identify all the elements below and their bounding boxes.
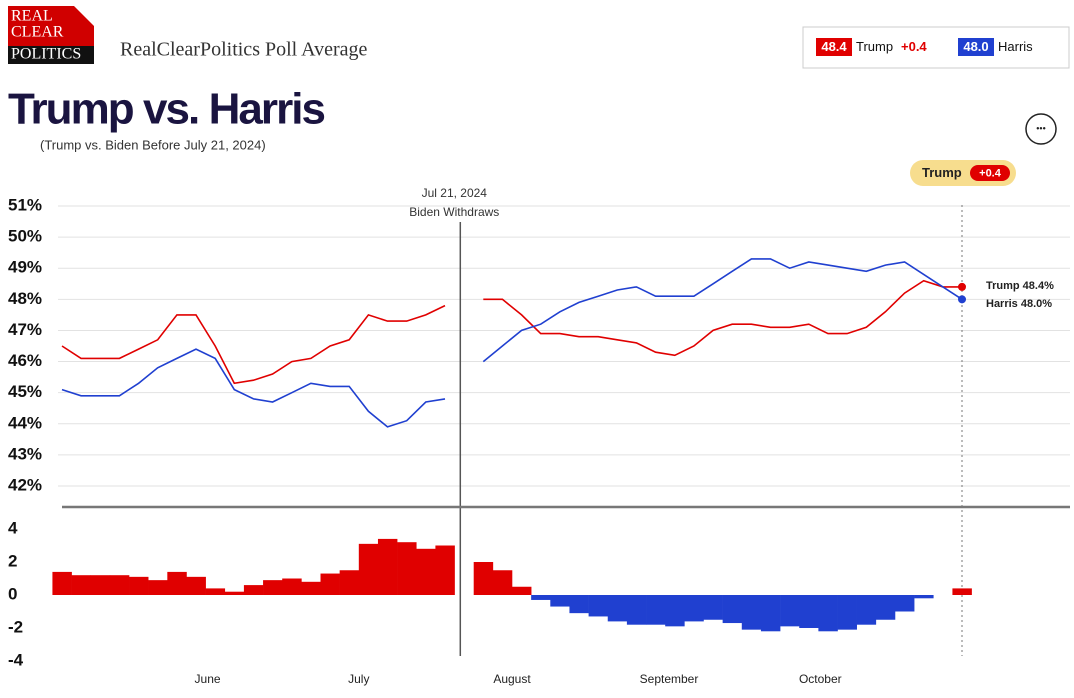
spread-bar [377, 538, 398, 595]
x-tick-label: July [348, 672, 369, 686]
spread-bar [722, 595, 743, 624]
summary-change: +0.4 [901, 39, 927, 54]
y-tick-label: 0 [8, 584, 17, 603]
spread-bar [760, 595, 781, 632]
spread-bar [148, 580, 168, 595]
summary-value: 48.4 [821, 39, 847, 54]
spread-bar [588, 595, 609, 617]
logo-band [8, 46, 94, 64]
site-title: RealClearPolitics Poll Average [120, 39, 367, 61]
summary-name: Harris [998, 39, 1033, 54]
spread-bar [684, 595, 704, 622]
spread-bar [741, 595, 762, 630]
spread-bar [416, 548, 436, 595]
spread-bar [358, 543, 379, 595]
spread-bar [301, 581, 321, 595]
subtitle: (Trump vs. Biden Before July 21, 2024) [40, 137, 266, 152]
spread-bar [167, 571, 187, 595]
y-tick-label: 4 [8, 518, 18, 537]
spread-bar [550, 595, 570, 607]
summary-badge [816, 38, 852, 56]
end-dot [958, 295, 966, 304]
spread-bar [224, 591, 245, 595]
spread-bar [856, 595, 877, 625]
spread-bar [129, 576, 149, 595]
spread-bar [780, 595, 800, 627]
spread-bar [626, 595, 647, 625]
x-tick-label: August [493, 672, 531, 686]
y-tick-label: 42% [8, 475, 42, 494]
spread-bar [90, 575, 111, 595]
summary-name: Trump [856, 39, 893, 54]
y-tick-label: 50% [8, 227, 42, 246]
spread-bar [837, 595, 857, 630]
spread-bar [646, 595, 666, 625]
spread-bar [52, 571, 72, 595]
spread-bar [512, 586, 532, 595]
menu-button[interactable] [1025, 113, 1057, 145]
spread-bar [665, 595, 685, 627]
y-tick-label: -4 [8, 650, 24, 669]
series-line [61, 258, 963, 428]
spread-bar [397, 542, 417, 595]
y-tick-label: 48% [8, 289, 42, 308]
menu-icon[interactable]: ••• [1036, 123, 1045, 133]
end-label: Trump 48.4% [986, 280, 1054, 292]
spread-bar [109, 575, 130, 595]
title: Trump vs. Harris [8, 85, 326, 134]
logo-text: CLEAR [11, 24, 64, 41]
spread-bar [473, 562, 494, 595]
spread-bar [320, 573, 340, 595]
y-tick-label: 46% [8, 351, 42, 370]
spread-bar [339, 570, 360, 595]
spread-bar [952, 588, 972, 595]
x-tick-label: September [640, 672, 699, 686]
y-tick-label: 43% [8, 444, 42, 463]
y-tick-label: 45% [8, 382, 42, 401]
logo-text: REAL [11, 8, 53, 25]
y-tick-label: 2 [8, 551, 17, 570]
series-line [61, 279, 962, 385]
x-tick-label: October [799, 672, 842, 686]
y-tick-label: -2 [8, 617, 23, 636]
spread-bar [243, 585, 264, 595]
x-tick-label: June [195, 672, 221, 686]
spread-bar [186, 576, 206, 595]
logo-corner [74, 6, 94, 26]
logo-text: POLITICS [11, 46, 81, 63]
spread-bar [799, 595, 819, 628]
spread-bar [71, 575, 92, 595]
spread-bar [818, 595, 838, 632]
leader-badge [970, 165, 1010, 181]
end-dot [958, 282, 966, 291]
spread-bar [205, 588, 226, 595]
spread-bar [263, 580, 283, 595]
end-label: Harris 48.0% [986, 298, 1052, 310]
leader-name: Trump [922, 165, 962, 180]
spread-bar [607, 595, 628, 622]
spread-bar [569, 595, 589, 614]
summary-badge [958, 38, 994, 56]
event-label: Jul 21, 2024 [422, 186, 488, 200]
spread-bar [282, 578, 302, 595]
y-tick-label: 44% [8, 413, 42, 432]
spread-bar [435, 545, 455, 595]
event-label: Biden Withdraws [409, 205, 499, 219]
spread-bar [703, 595, 723, 620]
y-tick-label: 51% [8, 195, 42, 214]
spread-bar [894, 595, 915, 612]
spread-bar [875, 595, 896, 620]
spread-bar [914, 595, 934, 599]
spread-bar [492, 570, 513, 595]
spread-bar [531, 595, 551, 600]
y-tick-label: 49% [8, 258, 42, 277]
summary-value: 48.0 [963, 39, 988, 54]
leader-lead: +0.4 [979, 167, 1002, 179]
y-tick-label: 47% [8, 320, 42, 339]
